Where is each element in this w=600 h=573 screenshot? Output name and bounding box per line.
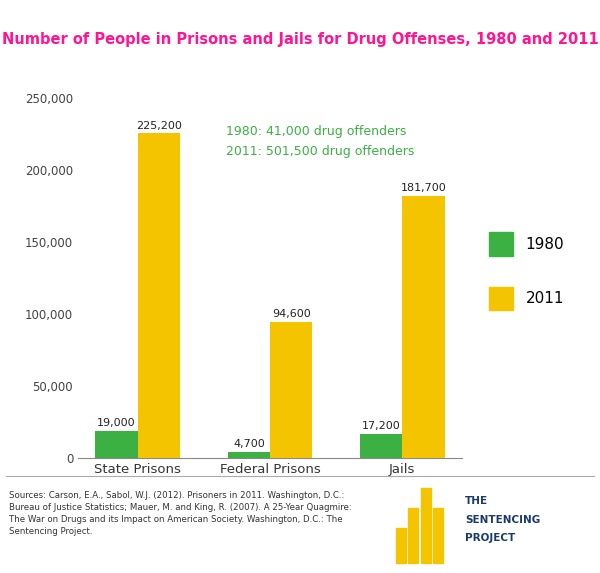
Bar bbox=[270, 322, 313, 458]
Text: SENTENCING: SENTENCING bbox=[465, 515, 540, 525]
Text: 225,200: 225,200 bbox=[136, 120, 182, 131]
Bar bbox=[421, 488, 431, 563]
Legend: 1980, 2011: 1980, 2011 bbox=[489, 233, 564, 310]
Bar bbox=[433, 508, 443, 563]
Bar bbox=[227, 452, 270, 458]
Bar bbox=[396, 528, 406, 563]
Text: 94,600: 94,600 bbox=[272, 309, 311, 319]
Text: PROJECT: PROJECT bbox=[465, 533, 515, 543]
Text: THE: THE bbox=[465, 496, 488, 507]
Text: 17,200: 17,200 bbox=[362, 421, 400, 431]
Text: 19,000: 19,000 bbox=[97, 418, 136, 428]
Bar bbox=[95, 431, 138, 458]
Text: Number of People in Prisons and Jails for Drug Offenses, 1980 and 2011: Number of People in Prisons and Jails fo… bbox=[2, 32, 598, 46]
Text: 4,700: 4,700 bbox=[233, 439, 265, 449]
Bar bbox=[402, 196, 445, 458]
Bar bbox=[360, 434, 402, 458]
Bar bbox=[138, 134, 180, 458]
Bar bbox=[408, 508, 418, 563]
Text: 1980: 41,000 drug offenders
2011: 501,500 drug offenders: 1980: 41,000 drug offenders 2011: 501,50… bbox=[226, 125, 414, 158]
Text: 181,700: 181,700 bbox=[401, 183, 446, 193]
Text: Sources: Carson, E.A., Sabol, W.J. (2012). Prisoners in 2011. Washington, D.C.:
: Sources: Carson, E.A., Sabol, W.J. (2012… bbox=[9, 490, 352, 536]
